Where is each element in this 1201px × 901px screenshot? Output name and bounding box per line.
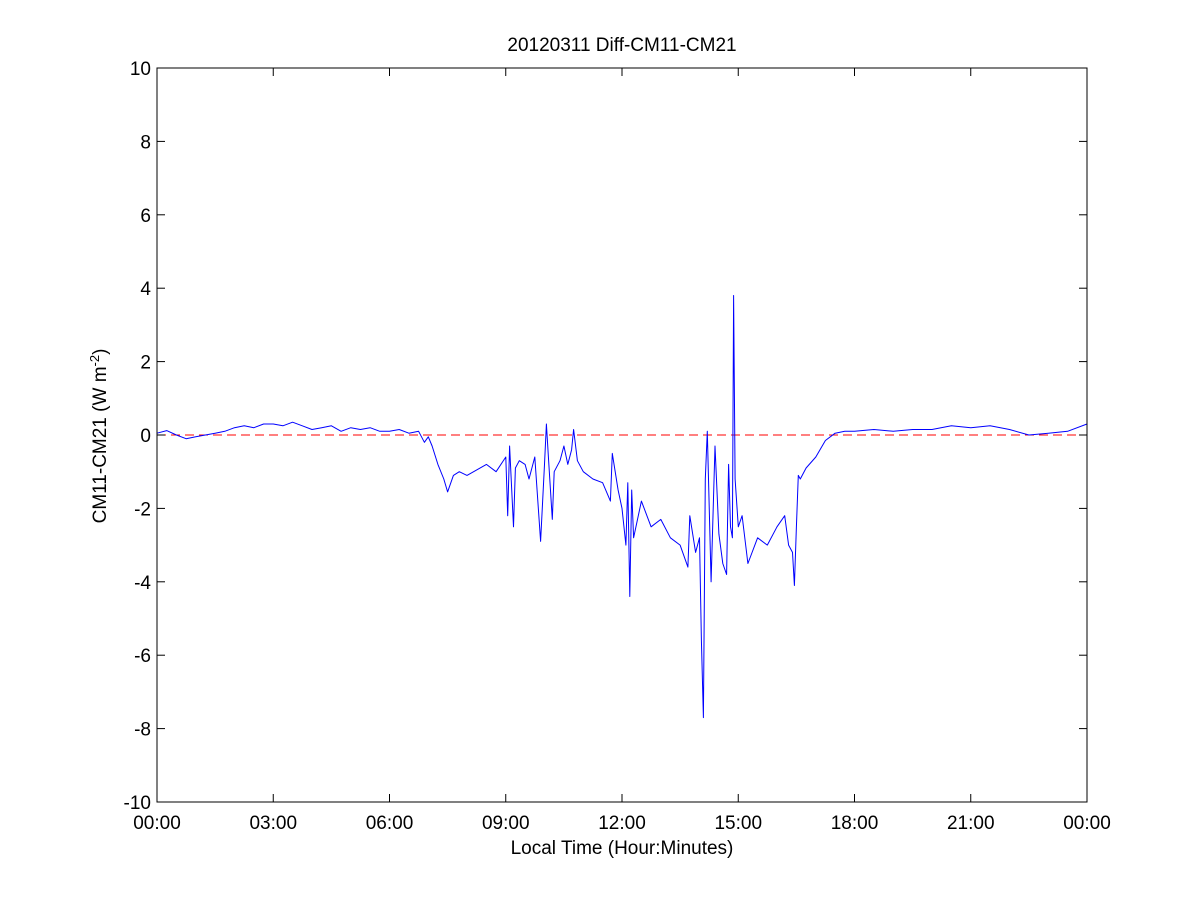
x-tick-label: 09:00 bbox=[482, 813, 530, 834]
y-tick-label: -10 bbox=[124, 793, 151, 814]
x-tick-label: 15:00 bbox=[714, 813, 762, 834]
x-tick-label: 12:00 bbox=[598, 813, 646, 834]
tick-layer: 00:00 03:00 06:00 09:00 12:00 15:00 18:00 21:00… bbox=[124, 59, 1111, 834]
y-tick-label: -6 bbox=[134, 646, 151, 667]
x-tick-label: 18:00 bbox=[831, 813, 879, 834]
series-layer bbox=[156, 295, 1088, 719]
y-tick-label: 10 bbox=[130, 59, 151, 80]
series-line bbox=[156, 295, 1088, 719]
x-tick-label: 06:00 bbox=[366, 813, 414, 834]
y-tick-label: -2 bbox=[134, 499, 151, 520]
y-tick-label: 4 bbox=[140, 279, 151, 300]
y-axis-label-close: ) bbox=[90, 349, 111, 355]
y-tick-label: 2 bbox=[140, 353, 151, 374]
chart-title: 20120311 Diff-CM11-CM21 bbox=[507, 35, 736, 56]
y-axis-label-main: CM11-CM21 (W m bbox=[90, 366, 111, 523]
y-tick-label: 6 bbox=[140, 206, 151, 227]
x-tick-label: 03:00 bbox=[249, 813, 297, 834]
y-axis-label: CM11-CM21 (W m-2) bbox=[87, 349, 112, 524]
y-axis-label-exponent: -2 bbox=[87, 355, 102, 367]
x-tick-label: 00:00 bbox=[133, 813, 181, 834]
y-tick-label: -4 bbox=[134, 573, 151, 594]
y-tick-label: 8 bbox=[140, 132, 151, 153]
x-tick-label: 00:00 bbox=[1063, 813, 1111, 834]
x-tick-label: 21:00 bbox=[947, 813, 995, 834]
y-tick-label: -8 bbox=[134, 720, 151, 741]
x-axis-label: Local Time (Hour:Minutes) bbox=[511, 838, 734, 859]
y-tick-label: 0 bbox=[140, 426, 151, 447]
